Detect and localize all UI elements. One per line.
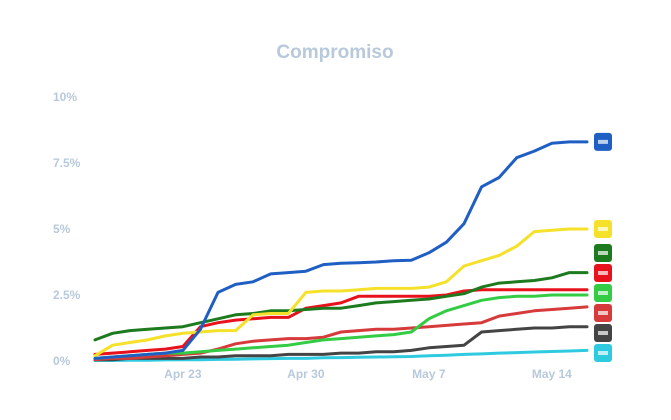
blue-50-logo-icon — [594, 132, 612, 151]
dark-logo-icon — [594, 324, 612, 342]
green-brand-logo-icon — [594, 244, 612, 262]
series-line — [93, 293, 589, 360]
x-tick-label: Apr 23 — [164, 367, 202, 381]
y-tick-label: 2.5% — [53, 288, 81, 302]
y-tick-label: 5% — [53, 222, 71, 236]
colorful-star-logo-icon — [594, 220, 612, 238]
y-tick-label: 0% — [53, 354, 71, 368]
x-tick-label: May 7 — [412, 367, 446, 381]
chart-title: Compromiso — [276, 42, 393, 63]
series-line — [93, 288, 589, 356]
series-line — [93, 227, 589, 358]
striped-logo-icon — [594, 304, 612, 322]
y-tick-label: 7.5% — [53, 156, 81, 170]
y-axis: 0% 2.5% 5% 7.5% 10% — [53, 90, 81, 368]
series-line — [93, 305, 589, 362]
red-brand-logo-icon — [594, 264, 612, 282]
x-tick-label: Apr 30 — [287, 367, 325, 381]
series-line — [93, 325, 589, 362]
plot-area — [93, 140, 589, 362]
x-tick-label: May 14 — [532, 367, 572, 381]
series-line — [93, 271, 589, 342]
x-axis: Apr 23 Apr 30 May 7 May 14 — [164, 367, 572, 381]
y-tick-label: 10% — [53, 90, 77, 104]
pizzeria-logo-icon — [594, 284, 612, 302]
series-logos — [594, 132, 612, 362]
blue-shield-logo-icon — [594, 344, 612, 362]
series-line — [93, 140, 589, 360]
